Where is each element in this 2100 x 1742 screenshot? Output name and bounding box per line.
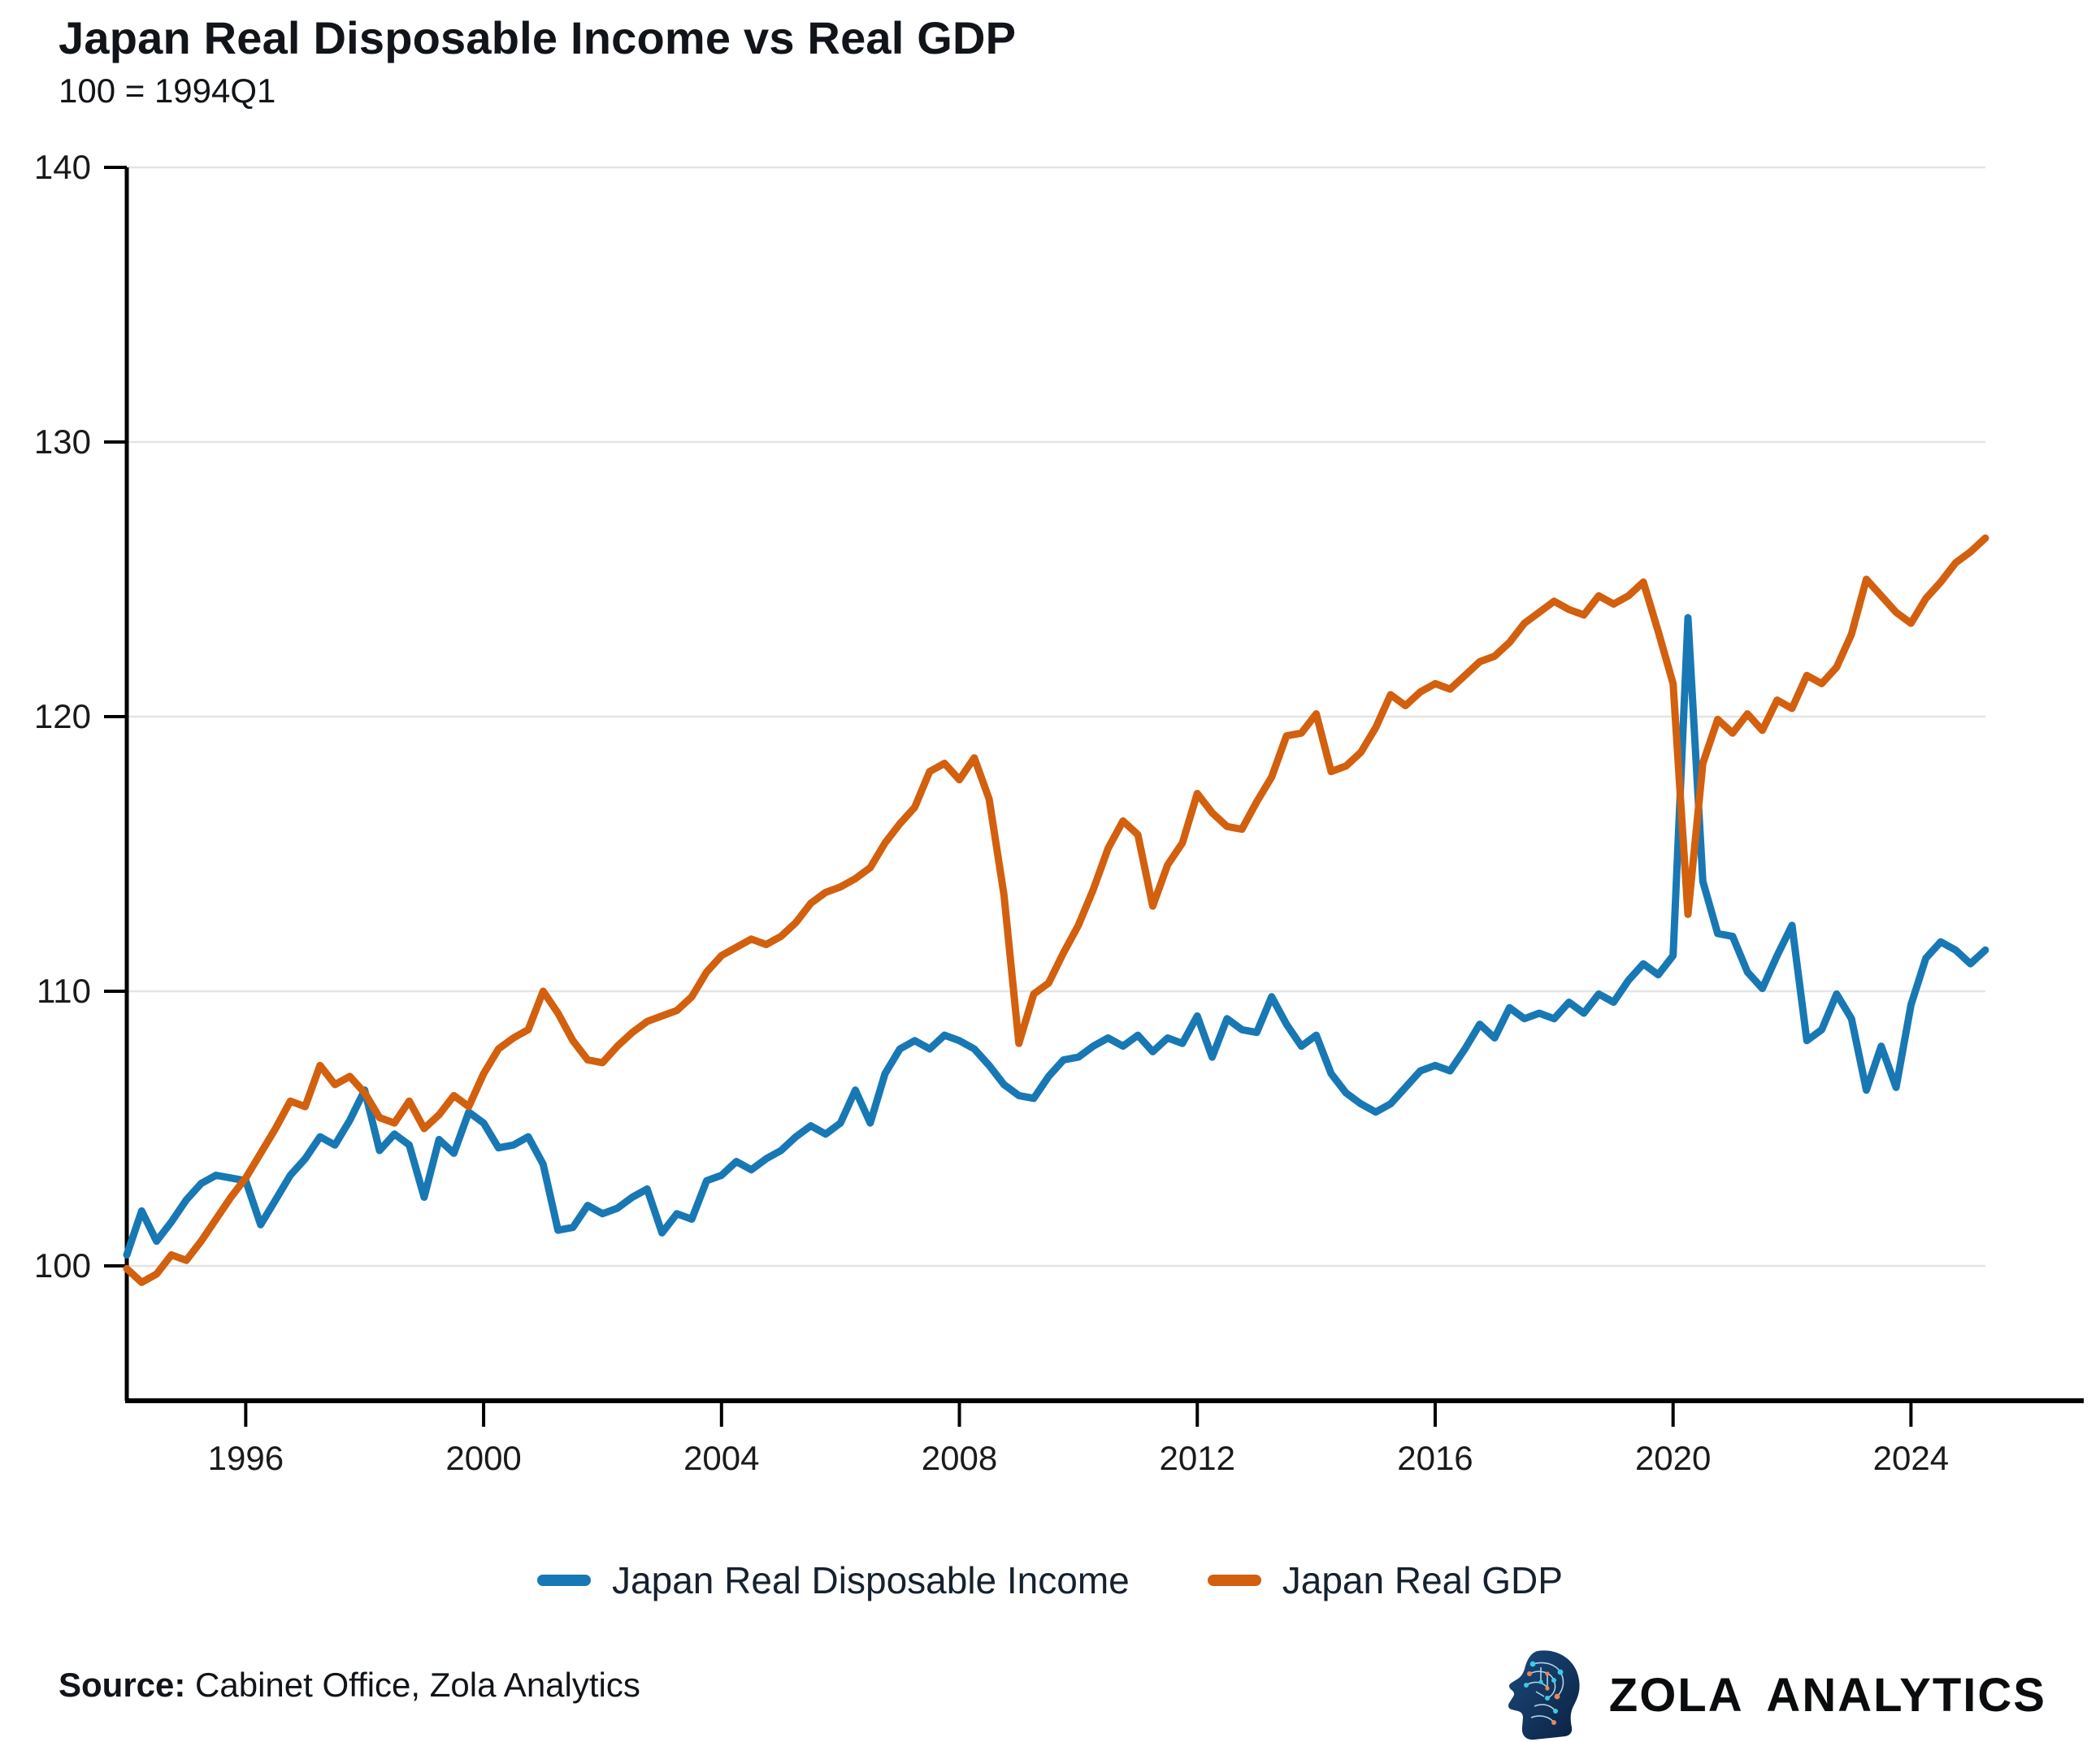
x-tick-label-1996: 1996 xyxy=(208,1439,284,1477)
brand-name: ZOLA ANALYTICS xyxy=(1608,1668,2046,1722)
y-tick-label-120: 120 xyxy=(34,697,91,735)
line-chart: 100 110 120 130 140 1996 2000 2004 2008 2012 2016 2… xyxy=(34,148,2084,1477)
chart-legend: Japan Real Disposable Income Japan Real … xyxy=(0,1558,2100,1602)
series-line-disposable-income xyxy=(123,613,1989,1259)
brand-lockup: ZOLA ANALYTICS xyxy=(1502,1648,2046,1742)
legend-label-disposable-income: Japan Real Disposable Income xyxy=(612,1559,1130,1601)
x-tick-label-2004: 2004 xyxy=(683,1439,759,1477)
y-tick-label-110: 110 xyxy=(37,972,91,1010)
y-tick-label-130: 130 xyxy=(34,422,91,461)
chart-footer: Source: Cabinet Office, Zola Analytics xyxy=(0,1648,2100,1742)
x-tick-label-2000: 2000 xyxy=(445,1439,521,1477)
x-tick-label-2016: 2016 xyxy=(1397,1439,1473,1477)
brain-circuit-head-icon xyxy=(1508,1650,1580,1740)
x-tick-label-2020: 2020 xyxy=(1635,1439,1711,1477)
x-tick-label-2024: 2024 xyxy=(1873,1439,1949,1477)
source-note: Source: Cabinet Office, Zola Analytics xyxy=(59,1666,640,1705)
chart-title: Japan Real Disposable Income vs Real GDP xyxy=(59,12,1017,63)
legend-label-real-gdp: Japan Real GDP xyxy=(1282,1559,1563,1601)
x-tick-label-2012: 2012 xyxy=(1160,1439,1235,1477)
legend-swatch-blue xyxy=(537,1575,592,1586)
chart-subtitle: 100 = 1994Q1 xyxy=(59,72,276,110)
source-label: Source: xyxy=(59,1666,186,1704)
source-text: Cabinet Office, Zola Analytics xyxy=(185,1666,640,1704)
series-line-real-gdp xyxy=(123,534,1989,1286)
legend-item-disposable-income: Japan Real Disposable Income xyxy=(537,1558,1130,1602)
y-tick-label-140: 140 xyxy=(34,148,91,186)
legend-item-real-gdp: Japan Real GDP xyxy=(1207,1558,1563,1602)
legend-swatch-orange xyxy=(1207,1575,1261,1586)
x-tick-label-2008: 2008 xyxy=(922,1439,997,1477)
y-tick-label-100: 100 xyxy=(34,1246,91,1285)
